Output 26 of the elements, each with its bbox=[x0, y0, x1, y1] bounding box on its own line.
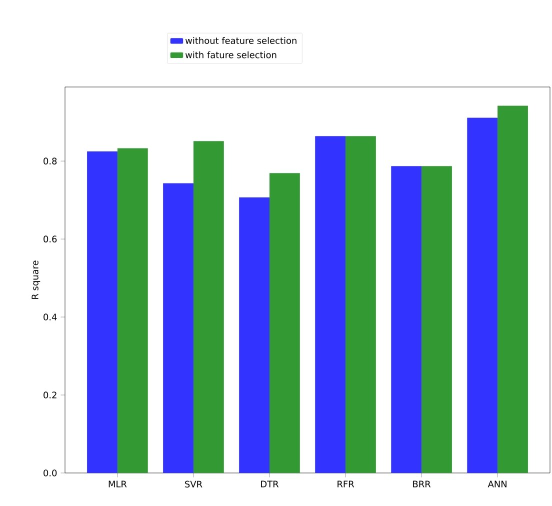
y-axis-title: R square bbox=[32, 260, 40, 299]
x-tick-label: SVR bbox=[185, 480, 202, 488]
x-tick-label: BRR bbox=[413, 480, 431, 488]
x-tick-label: ANN bbox=[488, 480, 506, 488]
bar bbox=[269, 173, 300, 473]
x-tick-label: RFR bbox=[338, 480, 354, 488]
bar bbox=[467, 118, 498, 473]
bar bbox=[422, 166, 452, 473]
legend-label: with fature selection bbox=[185, 51, 276, 58]
bar bbox=[391, 166, 422, 473]
bar bbox=[117, 148, 148, 473]
bar bbox=[193, 141, 224, 473]
x-tick-label: MLR bbox=[108, 480, 127, 488]
bar bbox=[346, 136, 376, 473]
bar bbox=[239, 197, 270, 473]
bar bbox=[315, 136, 346, 473]
y-tick-label: 0.2 bbox=[44, 392, 56, 398]
bar bbox=[498, 106, 528, 473]
y-tick-label: 0.4 bbox=[44, 314, 57, 320]
y-tick-label: 0.0 bbox=[44, 470, 57, 476]
bar bbox=[87, 151, 118, 473]
legend-label: without feature selection bbox=[185, 37, 296, 44]
bar bbox=[163, 183, 194, 473]
x-tick-label: DTR bbox=[261, 480, 279, 488]
y-tick-label: 0.8 bbox=[44, 158, 57, 164]
y-tick-label: 0.6 bbox=[44, 236, 57, 242]
